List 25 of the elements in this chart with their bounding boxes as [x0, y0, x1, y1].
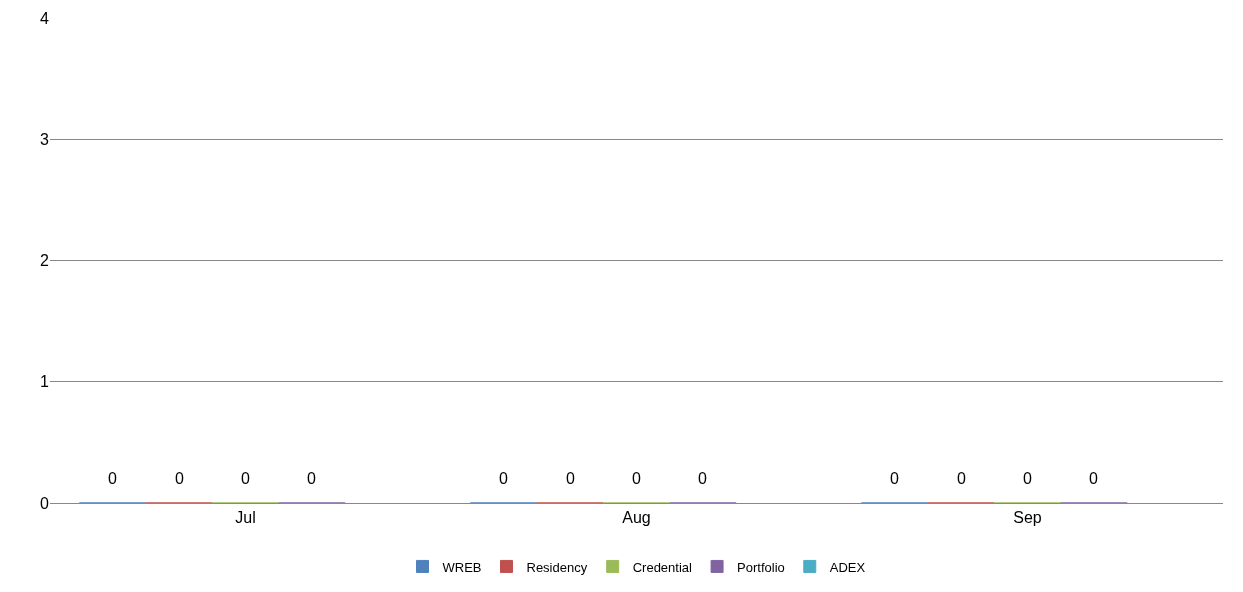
legend-label: Credential: [632, 559, 693, 575]
legend-label: ADEX: [829, 559, 866, 575]
legend-label: WREB: [442, 559, 482, 575]
legend-label: Portfolio: [737, 559, 785, 575]
legend-label: Residency: [526, 559, 588, 575]
data-label: 0: [241, 470, 250, 487]
y-tick-label: 0: [40, 494, 50, 512]
y-tick-label: 1: [40, 373, 50, 391]
data-label: 0: [1023, 470, 1032, 487]
y-tick-label: 2: [40, 252, 50, 270]
data-label: 0: [632, 470, 641, 487]
data-label: 0: [499, 470, 508, 487]
data-label: 0: [108, 470, 117, 487]
data-label: 0: [957, 470, 966, 487]
y-tick-label: 3: [40, 130, 50, 148]
x-tick-label: Jul: [235, 509, 256, 527]
x-tick-label: Sep: [1013, 509, 1042, 527]
data-label: 0: [698, 470, 707, 487]
data-label: 0: [566, 470, 575, 487]
data-label: 0: [307, 470, 316, 487]
data-label: 0: [175, 470, 184, 487]
data-label: 0: [890, 470, 899, 487]
data-label: 0: [1089, 470, 1098, 487]
y-tick-label: 4: [40, 9, 50, 27]
x-tick-label: Aug: [622, 509, 651, 527]
